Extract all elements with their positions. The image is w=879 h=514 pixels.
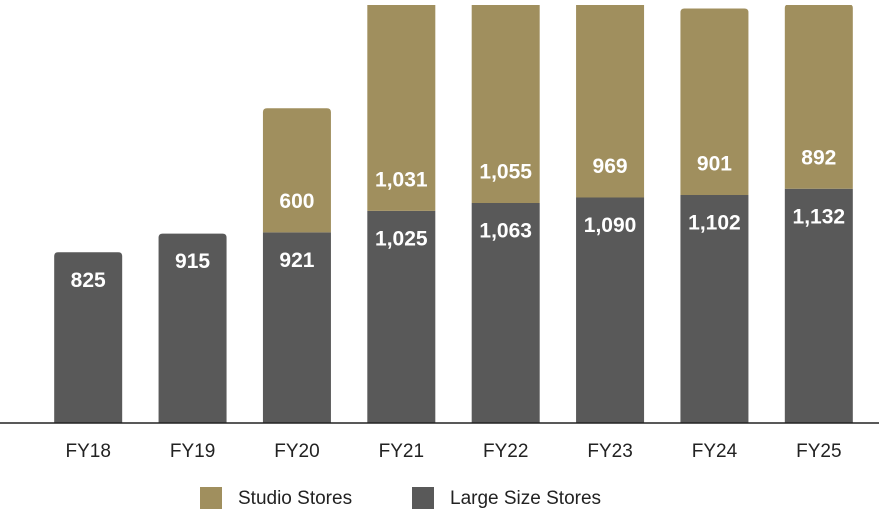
- x-tick-label: FY24: [692, 441, 738, 462]
- x-tick-label: FY23: [587, 441, 632, 462]
- bar-segment: [367, 5, 436, 211]
- x-tick-label: FY19: [170, 441, 215, 462]
- data-label: 915: [175, 250, 210, 273]
- data-label: 1,025: [375, 227, 428, 250]
- bar-segment: [367, 210, 436, 423]
- data-label: 892: [801, 146, 836, 169]
- x-tick-label: FY25: [796, 441, 841, 462]
- x-tick-label: FY22: [483, 441, 528, 462]
- bar-segment: [158, 233, 227, 423]
- data-label: 969: [593, 155, 628, 178]
- bar-segment: [576, 197, 645, 423]
- x-tick-label: FY21: [379, 441, 424, 462]
- bar-segment: [471, 5, 540, 204]
- plot-area: [54, 5, 853, 423]
- data-label: 1,132: [793, 205, 846, 228]
- bar-segment: [784, 5, 853, 189]
- bar-segment: [680, 8, 749, 195]
- legend-label: Large Size Stores: [450, 488, 601, 509]
- bar-segment: [680, 194, 749, 423]
- x-tick-label: FY20: [274, 441, 319, 462]
- bar-segment: [471, 203, 540, 423]
- legend-swatch: [200, 487, 222, 509]
- x-tick-label: FY18: [65, 441, 110, 462]
- bar-segment: [262, 108, 331, 233]
- data-label: 1,090: [584, 214, 637, 237]
- legend-label: Studio Stores: [238, 488, 352, 509]
- data-label: 1,031: [375, 168, 428, 191]
- data-label: 1,055: [479, 161, 532, 184]
- bar-segment: [262, 232, 331, 423]
- data-label: 1,063: [479, 220, 532, 243]
- bar-segment: [576, 5, 645, 198]
- data-label: 600: [279, 190, 314, 213]
- data-label: 921: [279, 249, 314, 272]
- bar-segment: [784, 188, 853, 423]
- legend-swatch: [412, 487, 434, 509]
- data-label: 1,102: [688, 212, 741, 235]
- data-label: 825: [71, 269, 106, 292]
- data-label: 901: [697, 153, 732, 176]
- bar-segment: [54, 252, 123, 423]
